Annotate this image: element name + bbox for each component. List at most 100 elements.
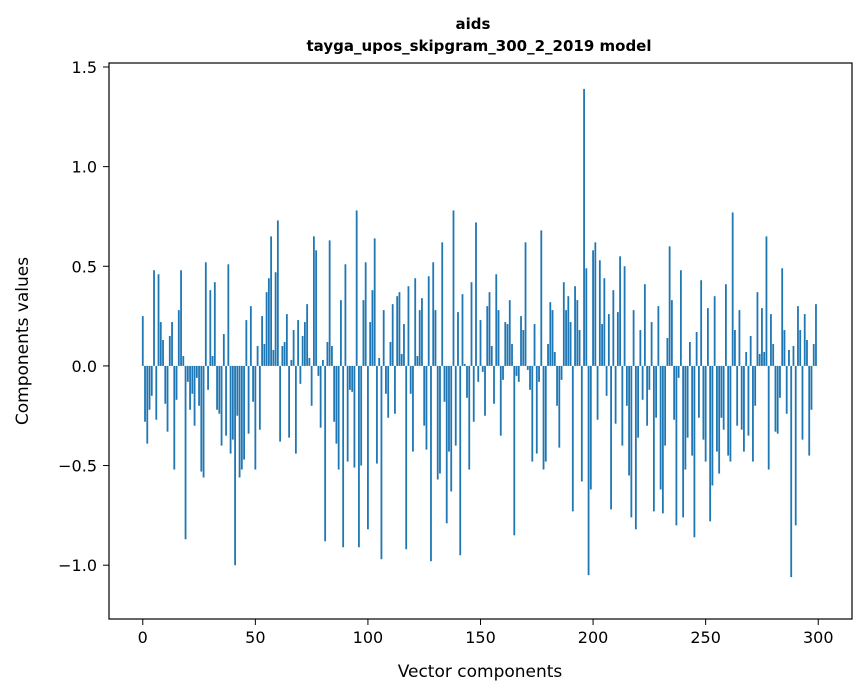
bar bbox=[434, 310, 437, 366]
bar bbox=[409, 365, 412, 394]
bar bbox=[240, 365, 243, 470]
bar bbox=[734, 330, 736, 366]
bar bbox=[218, 365, 221, 414]
bar bbox=[499, 365, 502, 436]
y-axis-ticks: −1.0 −0.5 0.0 0.5 1.0 1.5 bbox=[58, 58, 109, 575]
bar bbox=[180, 270, 182, 366]
bar bbox=[405, 365, 408, 550]
bar bbox=[294, 365, 297, 454]
bar bbox=[797, 306, 799, 366]
y-tick-label: −1.0 bbox=[58, 556, 97, 575]
bar bbox=[461, 294, 464, 366]
bar bbox=[245, 320, 248, 366]
x-axis-label: Vector components bbox=[398, 662, 563, 682]
bar bbox=[515, 365, 518, 376]
bar bbox=[605, 365, 608, 396]
bars-group bbox=[141, 88, 817, 578]
bar bbox=[720, 365, 723, 418]
bar bbox=[488, 292, 491, 366]
bar bbox=[310, 365, 313, 406]
bar bbox=[292, 330, 295, 366]
bar bbox=[324, 365, 327, 542]
bar bbox=[159, 322, 162, 366]
bar bbox=[641, 365, 644, 400]
bar bbox=[184, 365, 187, 540]
bar bbox=[664, 365, 667, 446]
bar bbox=[677, 365, 680, 378]
bar bbox=[198, 365, 200, 406]
bar bbox=[481, 365, 484, 372]
bar bbox=[765, 236, 768, 366]
bar bbox=[799, 330, 802, 366]
bar bbox=[344, 264, 347, 366]
bar bbox=[281, 345, 284, 366]
bar bbox=[421, 298, 423, 366]
bar bbox=[333, 365, 336, 422]
bar bbox=[247, 365, 250, 434]
bar bbox=[493, 365, 495, 404]
bar bbox=[166, 365, 169, 432]
bar bbox=[673, 365, 676, 420]
bar bbox=[619, 256, 621, 366]
bar bbox=[364, 262, 367, 366]
bar bbox=[472, 365, 475, 422]
bar bbox=[355, 210, 358, 366]
bar bbox=[738, 310, 741, 366]
bar bbox=[288, 365, 291, 438]
bar bbox=[709, 365, 712, 522]
bar bbox=[211, 355, 214, 366]
bar bbox=[414, 278, 417, 366]
bar bbox=[403, 324, 405, 366]
bar bbox=[400, 353, 403, 366]
bar bbox=[574, 286, 576, 366]
bar bbox=[763, 351, 766, 366]
bar bbox=[319, 365, 322, 428]
bar bbox=[565, 310, 567, 366]
bar bbox=[182, 355, 185, 366]
bar bbox=[164, 365, 167, 404]
bar bbox=[272, 349, 275, 366]
bar bbox=[632, 310, 635, 366]
bar bbox=[522, 330, 525, 366]
bar bbox=[175, 365, 178, 400]
bar bbox=[670, 300, 673, 366]
bar bbox=[430, 365, 432, 562]
bar bbox=[463, 363, 466, 366]
bar bbox=[394, 365, 396, 414]
bar bbox=[587, 365, 590, 576]
bar bbox=[544, 365, 547, 462]
bar bbox=[168, 336, 171, 366]
bar bbox=[533, 324, 536, 366]
x-tick-label: 0 bbox=[138, 628, 148, 647]
bar bbox=[781, 268, 784, 366]
bar bbox=[556, 365, 558, 406]
bar bbox=[243, 365, 245, 460]
chart-title: aids bbox=[456, 15, 491, 33]
bar bbox=[254, 365, 257, 470]
bar bbox=[416, 355, 419, 366]
bar bbox=[321, 359, 324, 366]
bar bbox=[328, 240, 331, 366]
bar bbox=[362, 300, 365, 366]
bar bbox=[207, 365, 209, 390]
bar bbox=[378, 357, 381, 366]
bar bbox=[202, 365, 205, 478]
bar bbox=[511, 343, 513, 366]
bar bbox=[231, 365, 234, 440]
bar bbox=[317, 365, 320, 376]
bar bbox=[454, 365, 457, 446]
bar bbox=[376, 365, 378, 464]
bar bbox=[621, 365, 624, 446]
bar bbox=[186, 365, 189, 382]
bar bbox=[279, 365, 282, 442]
bar bbox=[779, 365, 781, 398]
bar bbox=[330, 345, 333, 366]
bar bbox=[303, 322, 306, 366]
bar bbox=[576, 300, 579, 366]
chart-subtitle: tayga_upos_skipgram_300_2_2019 model bbox=[307, 37, 652, 55]
bar bbox=[607, 314, 610, 366]
bar bbox=[598, 260, 601, 366]
plot-frame bbox=[108, 62, 853, 620]
x-tick-label: 50 bbox=[245, 628, 265, 647]
bar bbox=[162, 340, 164, 366]
